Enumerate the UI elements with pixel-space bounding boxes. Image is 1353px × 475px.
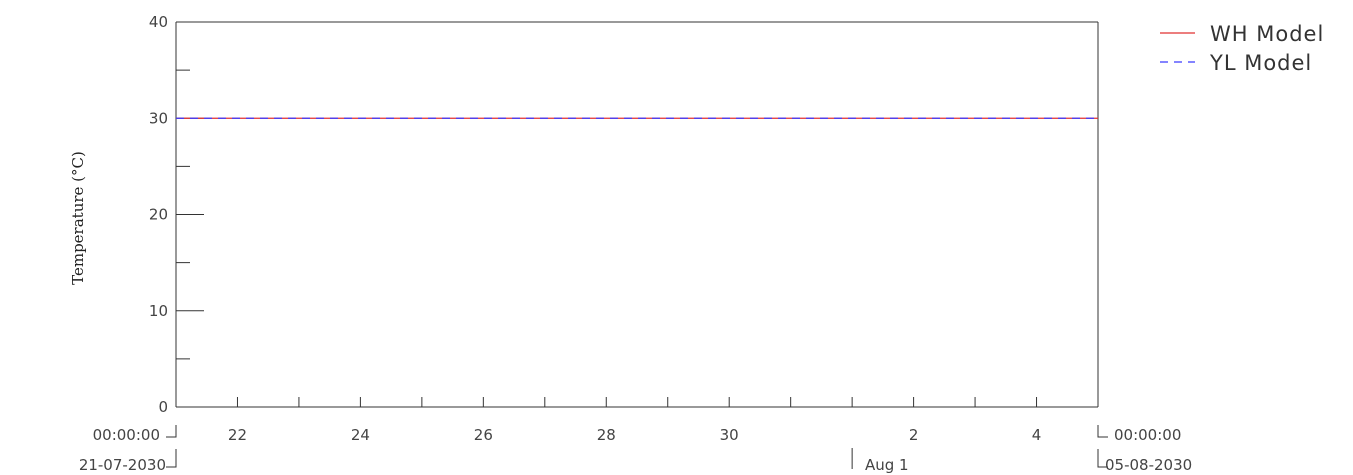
- legend-label: YL Model: [1209, 51, 1312, 75]
- end-time-bracket: [1097, 425, 1108, 438]
- x-axis: 22 24 26 28 30 2 4: [166, 397, 1108, 469]
- start-date-bracket: [166, 449, 177, 468]
- x-tick-label: 4: [1032, 426, 1042, 444]
- y-tick-label: 0: [158, 398, 168, 416]
- legend: WH Model YL Model: [1160, 22, 1324, 75]
- x-tick-label: 26: [474, 426, 493, 444]
- y-tick-label: 20: [149, 206, 168, 224]
- y-tick-label: 30: [149, 109, 168, 127]
- end-date-label: 05-08-2030: [1105, 456, 1192, 474]
- axes-frame: [175, 21, 1099, 408]
- month-marker-label: Aug 1: [865, 456, 909, 474]
- x-tick-label: 28: [597, 426, 616, 444]
- x-tick-label: 2: [909, 426, 919, 444]
- legend-label: WH Model: [1210, 22, 1324, 46]
- y-tick-label: 10: [149, 302, 168, 320]
- start-date-label: 21-07-2030: [79, 456, 166, 474]
- x-tick-label: 24: [351, 426, 370, 444]
- end-time-label: 00:00:00: [1114, 426, 1181, 444]
- y-tick-label: 40: [149, 13, 168, 31]
- y-axis-label: Temperature (°C): [69, 151, 87, 285]
- x-tick-label: 22: [228, 426, 247, 444]
- start-time-label: 00:00:00: [93, 426, 160, 444]
- x-tick-label: 30: [720, 426, 739, 444]
- start-time-bracket: [166, 425, 177, 438]
- end-date-bracket: [1097, 449, 1108, 468]
